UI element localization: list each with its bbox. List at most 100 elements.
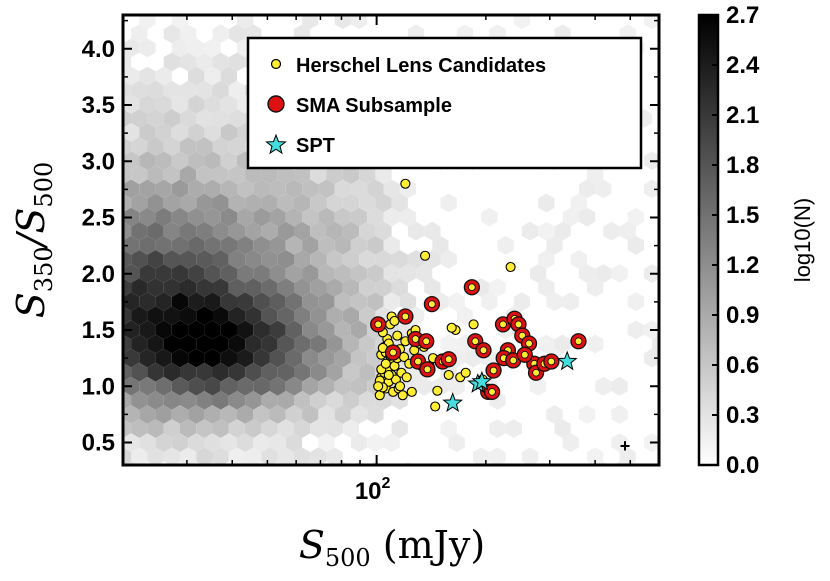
- hexbin-cell: [546, 292, 563, 312]
- hexbin-cell: [562, 207, 579, 227]
- colorbar-tick-label: 2.7: [726, 2, 759, 29]
- hexbin-cell: [131, 109, 148, 128]
- hexbin-cell: [277, 250, 294, 269]
- hexbin-cell: [204, 207, 221, 227]
- hexbin-cell: [147, 80, 164, 100]
- sma-point-inner: [423, 365, 432, 374]
- hexbin-cell: [212, 52, 229, 72]
- hexbin-cell: [228, 80, 246, 100]
- hexbin-cell: [595, 264, 612, 283]
- hexbin-cell: [139, 264, 156, 283]
- hexbin-cell: [383, 292, 400, 312]
- colorbar: 0.0 0.3 0.6 0.9 1.2 1.5 1.8 2.1 2.4 2.7 log10(N): [697, 2, 815, 479]
- hexbin-cell: [603, 221, 620, 241]
- hexbin-cell: [188, 38, 205, 58]
- hexbin-cell: [131, 419, 148, 438]
- hexbin-cell: [147, 137, 164, 156]
- hexbin-cell: [359, 278, 376, 297]
- hexbin-cell: [277, 391, 294, 410]
- hexbin-cell: [212, 306, 229, 326]
- hexbin-cell: [123, 306, 132, 326]
- hexbin-cell: [326, 165, 343, 185]
- hexbin-cell: [123, 250, 132, 269]
- hexbin-cell: [530, 376, 547, 396]
- hexbin-cell: [171, 433, 189, 453]
- hexbin-cell: [660, 321, 676, 340]
- hexbin-cell: [521, 447, 539, 465]
- hexbin-cell: [139, 320, 156, 340]
- hexbin-cell: [155, 235, 172, 255]
- hexbin-cell: [163, 165, 180, 185]
- sma-point-inner: [414, 357, 422, 366]
- colorbar-tick-label: 2.1: [726, 102, 759, 129]
- sma-point-inner: [479, 346, 488, 355]
- hexbin-cell: [310, 419, 327, 438]
- hexbin-cell: [196, 109, 213, 128]
- hexbin-cell: [123, 348, 140, 368]
- hexbin-cell: [302, 405, 319, 424]
- y-tick-label: 3.5: [82, 92, 115, 119]
- hexbin-cell: [196, 362, 213, 382]
- hexbin-cell: [245, 250, 262, 269]
- hexbin-cell: [407, 250, 425, 269]
- hexbin-cell: [228, 391, 246, 410]
- hexbin-cell: [204, 123, 221, 142]
- hexbin-cell: [204, 348, 221, 368]
- hexbin-cell: [375, 165, 392, 185]
- hexbin-cell: [123, 52, 132, 72]
- sma-point-inner: [532, 368, 540, 377]
- colorbar-tick-label: 0.6: [726, 352, 759, 379]
- sma-point-inner: [444, 355, 453, 364]
- hexbin-cell: [180, 80, 197, 100]
- hexbin-cell: [261, 250, 278, 269]
- hexbin-cell: [562, 433, 579, 453]
- hexbin-cell: [277, 419, 294, 438]
- y-tick-label: 1.0: [82, 373, 115, 400]
- hexbin-cell: [277, 165, 294, 185]
- hexbin-cell: [350, 320, 368, 340]
- hexbin-cell: [188, 320, 205, 340]
- hexbin-cell: [310, 250, 327, 269]
- hexbin-cell: [180, 221, 197, 241]
- hexbin-cell: [399, 292, 417, 312]
- sma-point-inner: [489, 366, 498, 375]
- hexbin-cell: [123, 278, 132, 297]
- hexbin-cell: [204, 292, 221, 312]
- hexbin-cell: [302, 235, 319, 255]
- hexbin-cell: [383, 179, 400, 199]
- hexbin-cell: [350, 207, 368, 227]
- hexbin-cell: [188, 235, 205, 255]
- hexbin-cell: [196, 278, 213, 297]
- hexbin-cell: [342, 250, 360, 269]
- hexbin-cell: [220, 320, 237, 340]
- hexbin-cell: [171, 151, 189, 171]
- hexbin-cell: [180, 24, 197, 44]
- hexbin-cell: [342, 419, 360, 438]
- hexbin-cell: [440, 334, 457, 354]
- hexbin-cell: [302, 348, 319, 368]
- hexbin-cell: [196, 306, 213, 326]
- hexbin-cell: [302, 376, 319, 396]
- hexbin-cell: [326, 250, 343, 269]
- hexbin-cell: [253, 235, 270, 255]
- hexbin-cell: [228, 109, 246, 128]
- hexbin-cell: [139, 405, 156, 424]
- legend-label-sma: SMA Subsample: [296, 95, 452, 117]
- hexbin-cell: [163, 137, 180, 156]
- hexbin-cell: [163, 306, 180, 326]
- hexbin-cell: [595, 376, 612, 396]
- legend-marker-herschel: [270, 58, 282, 70]
- hexbin-cell: [147, 193, 164, 213]
- hexbin-cell: [180, 278, 197, 297]
- hexbin-cell: [147, 334, 164, 354]
- hexbin-cell: [237, 348, 254, 368]
- hexbin-cell: [139, 15, 156, 30]
- hexbin-cell: [554, 334, 571, 354]
- hexbin-cell: [204, 376, 221, 396]
- hexbin-cell: [269, 433, 286, 453]
- hexbin-cell: [220, 66, 237, 86]
- colorbar-gradient: [697, 13, 720, 467]
- hexbin-cell: [342, 391, 360, 410]
- hexbin-cell: [416, 376, 433, 396]
- hexbin-cell: [147, 109, 164, 128]
